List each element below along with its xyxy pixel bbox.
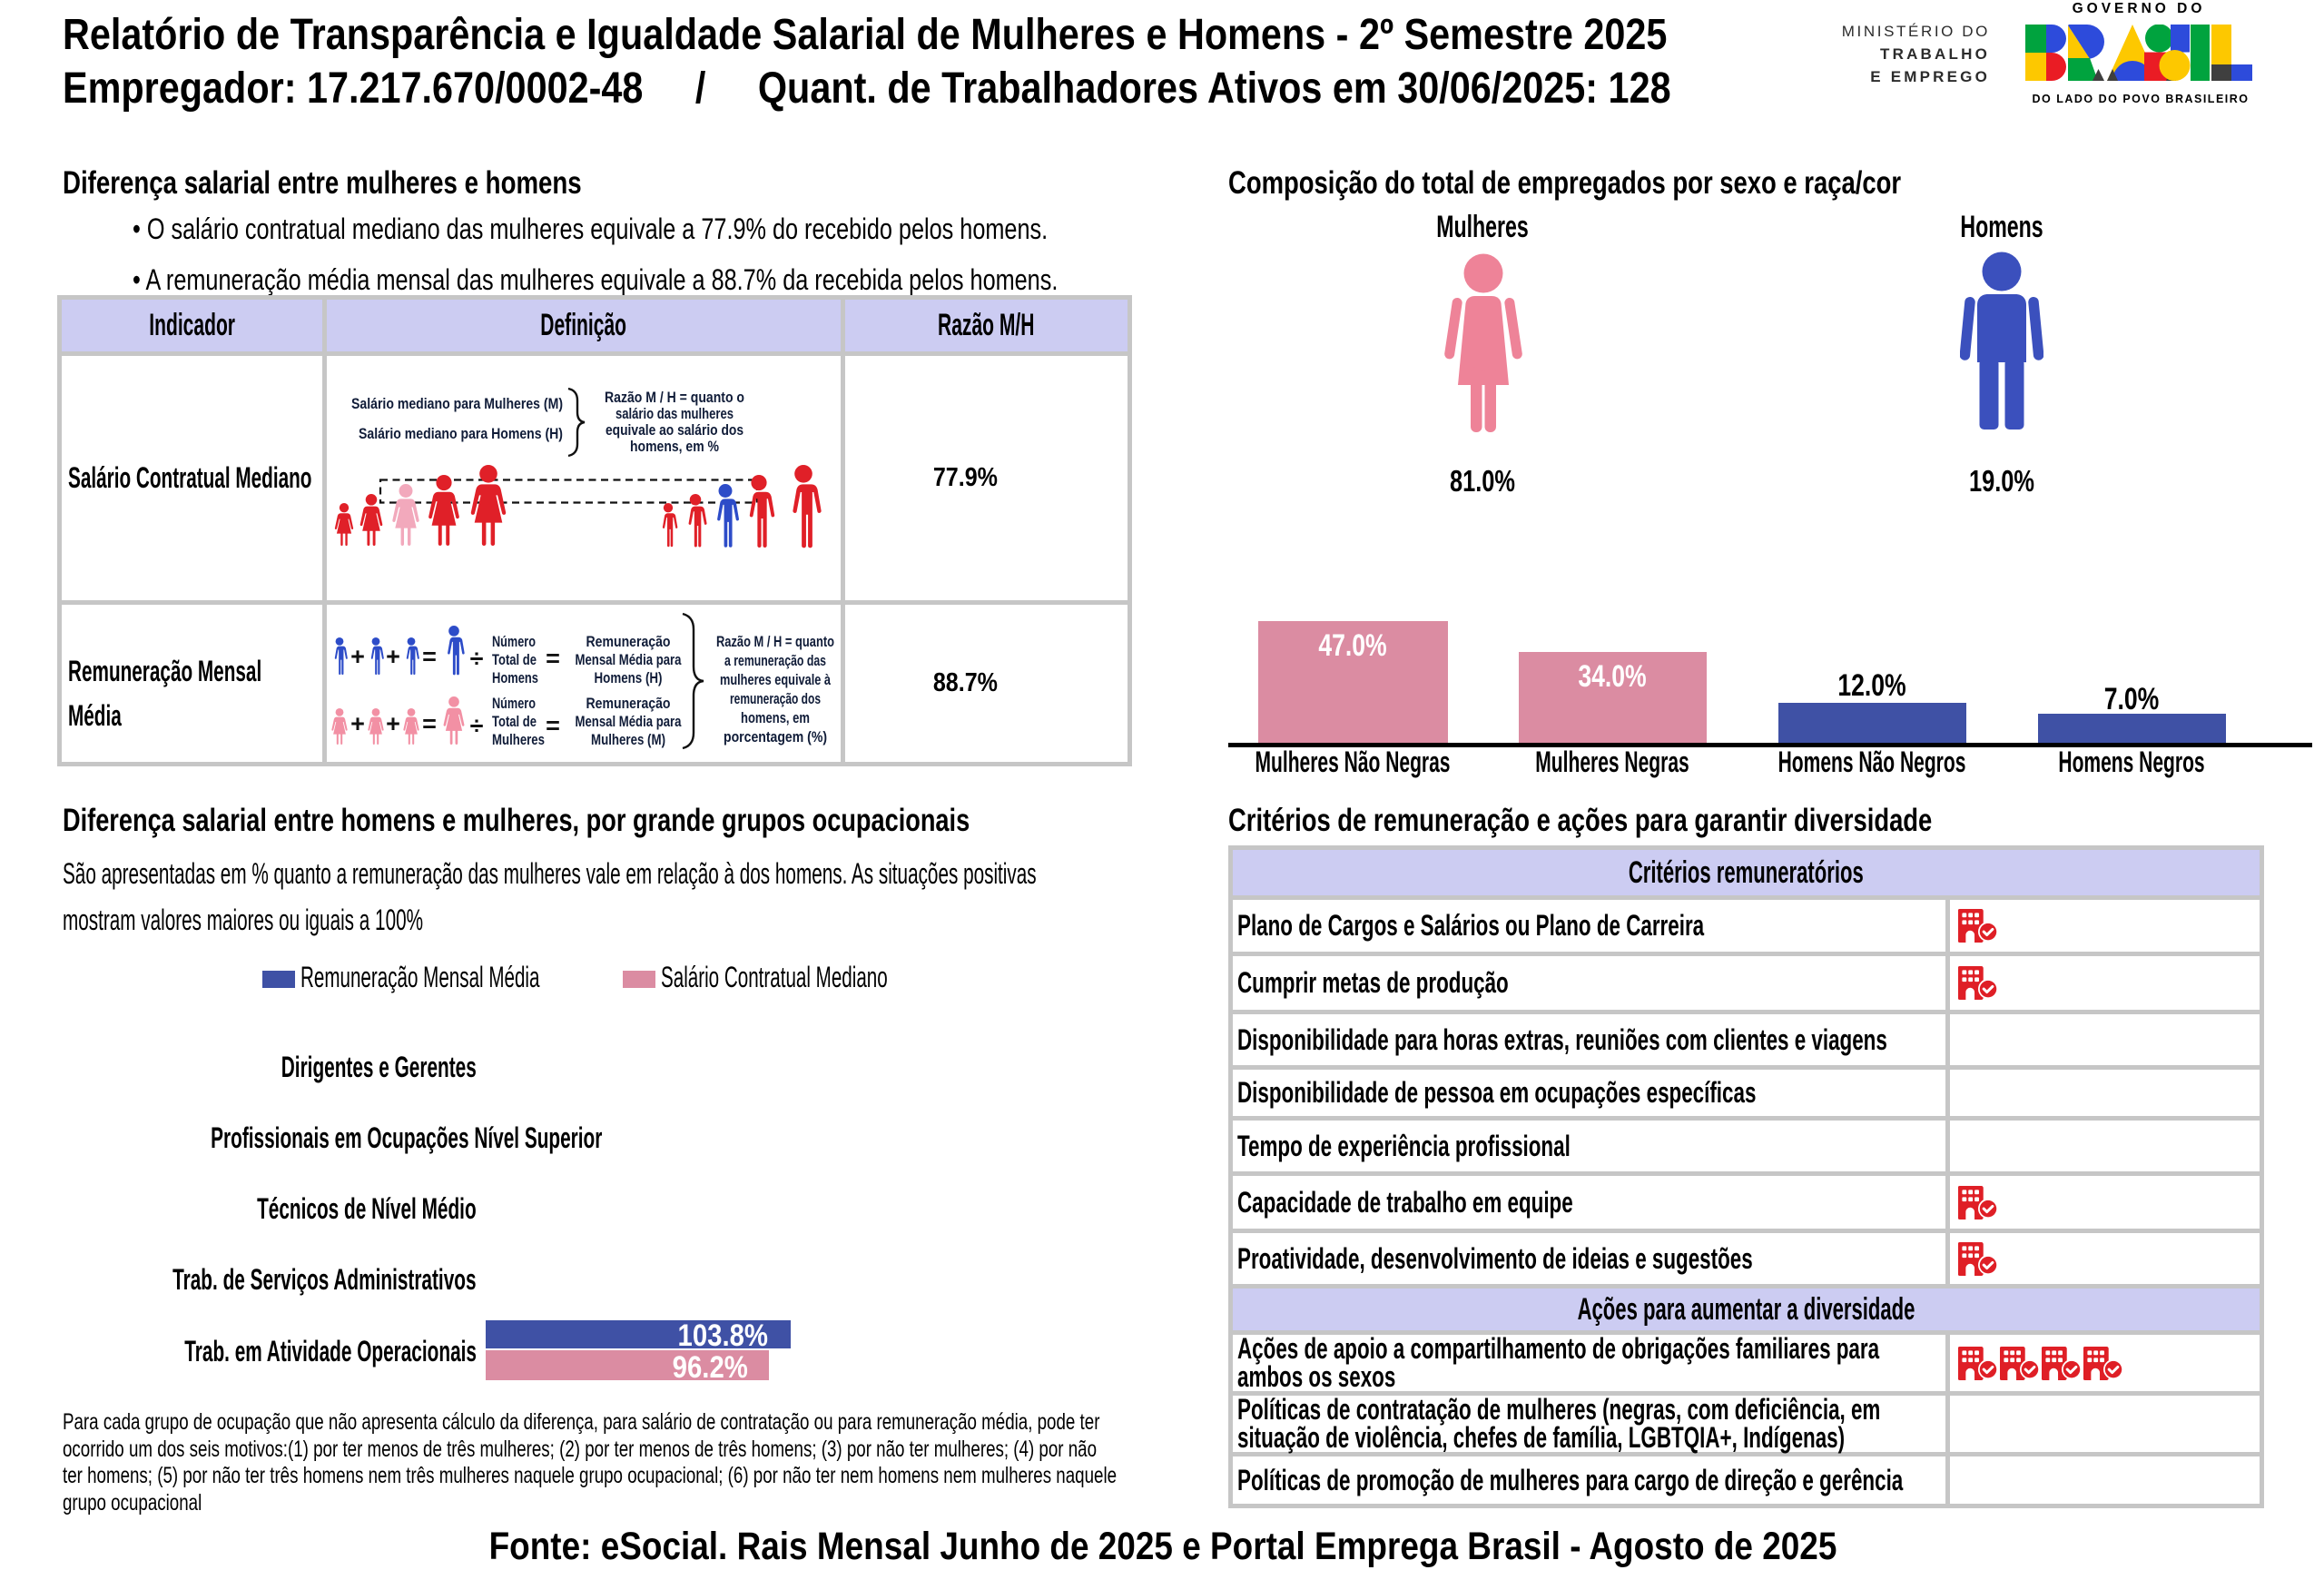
svg-text:=: = (422, 643, 437, 670)
svg-text:salário das mulheres: salário das mulheres (615, 406, 734, 422)
svg-text:÷: ÷ (470, 645, 484, 672)
svg-text:=: = (546, 712, 560, 739)
svg-text:Total de: Total de (492, 652, 537, 668)
svg-text:Mulheres: Mulheres (492, 732, 545, 748)
svg-text:=: = (546, 645, 560, 672)
svg-text:Homens: Homens (492, 670, 538, 686)
svg-text:a remuneração das: a remuneração das (724, 653, 826, 669)
svg-text:equivale ao salário dos: equivale ao salário dos (606, 422, 743, 439)
svg-text:÷: ÷ (470, 712, 484, 739)
svg-text:Mulheres (M): Mulheres (M) (591, 732, 665, 748)
svg-text:Remuneração: Remuneração (586, 696, 671, 712)
svg-text:+: + (386, 643, 400, 670)
svg-text:homens, em: homens, em (741, 710, 810, 726)
svg-text:mulheres equivale à: mulheres equivale à (720, 672, 832, 688)
svg-text:Mensal Média para: Mensal Média para (576, 652, 683, 668)
svg-text:+: + (350, 710, 365, 737)
svg-text:=: = (422, 710, 437, 737)
svg-text:Remuneração: Remuneração (586, 634, 671, 650)
svg-text:Homens (H): Homens (H) (595, 670, 663, 686)
svg-text:Razão M / H = quanto o: Razão M / H = quanto o (605, 390, 744, 406)
svg-text:Número: Número (492, 696, 536, 712)
svg-text:Razão M / H = quanto: Razão M / H = quanto (716, 634, 834, 650)
svg-text:+: + (350, 643, 365, 670)
svg-text:Salário mediano para Homens (H: Salário mediano para Homens (H) (359, 426, 563, 442)
svg-text:Salário mediano para Mulheres: Salário mediano para Mulheres (M) (351, 396, 563, 412)
svg-text:Mensal Média para: Mensal Média para (576, 714, 683, 730)
svg-text:+: + (386, 710, 400, 737)
svg-text:Número: Número (492, 634, 536, 650)
svg-text:remuneração dos: remuneração dos (730, 691, 821, 707)
svg-text:Total de: Total de (492, 714, 537, 730)
svg-text:homens, em %: homens, em % (630, 439, 719, 455)
svg-text:porcentagem (%): porcentagem (%) (724, 729, 827, 746)
